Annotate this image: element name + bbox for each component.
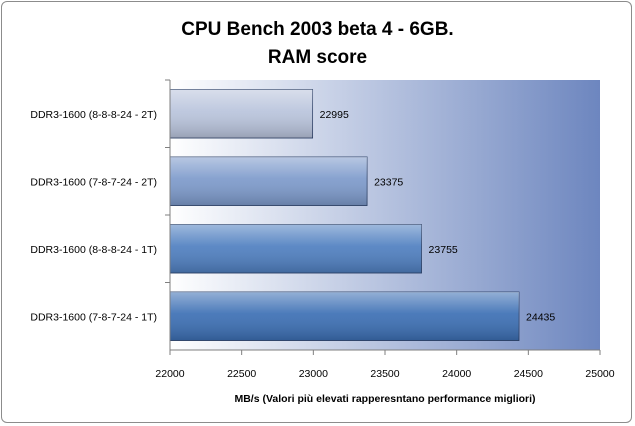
data-label: 22995 — [320, 109, 349, 121]
category-label: DDR3-1600 (7-8-7-24 - 2T) — [30, 176, 157, 188]
bar-shading — [170, 224, 422, 274]
data-label: 24435 — [526, 311, 555, 323]
category-label: DDR3-1600 (7-8-7-24 - 1T) — [30, 311, 157, 323]
chart-subtitle: RAM score — [267, 47, 368, 68]
category-label: DDR3-1600 (8-8-8-24 - 1T) — [30, 244, 157, 256]
bar-shading — [170, 89, 313, 139]
x-tick-label: 23000 — [299, 368, 328, 380]
bar-shading — [170, 156, 368, 206]
x-tick-label: 24500 — [514, 368, 543, 380]
x-axis-label: MB/s (Valori più elevati rapperesntano p… — [234, 393, 535, 405]
x-tick-label: 25000 — [585, 368, 614, 380]
category-label: DDR3-1600 (8-8-8-24 - 2T) — [30, 109, 157, 121]
x-tick-label: 22000 — [155, 368, 184, 380]
bar-shading — [170, 291, 520, 341]
x-tick-label: 24000 — [442, 368, 471, 380]
x-tick-label: 23500 — [370, 368, 399, 380]
x-tick-label: 22500 — [227, 368, 256, 380]
data-label: 23375 — [374, 176, 403, 188]
data-label: 23755 — [429, 244, 458, 256]
chart-title: CPU Bench 2003 beta 4 - 6GB. — [181, 19, 454, 40]
